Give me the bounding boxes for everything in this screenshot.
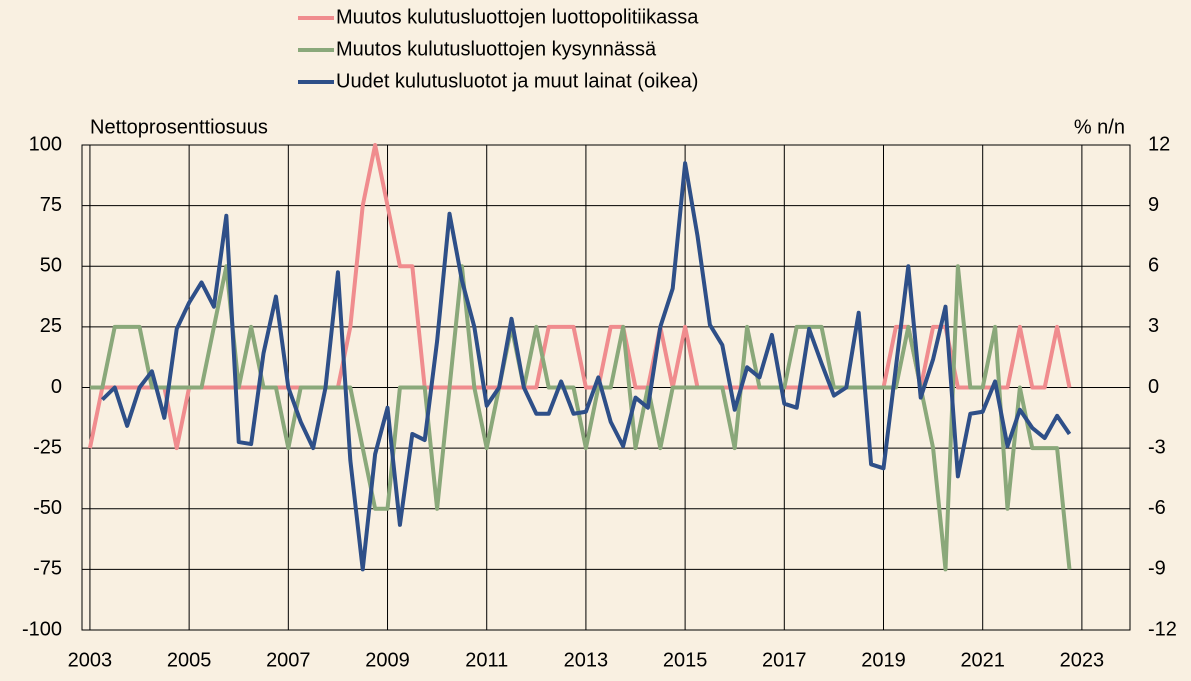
y2-tick-label: 9 [1148,194,1159,216]
y-tick-label: -100 [22,618,62,640]
y-tick-label: 50 [40,255,62,277]
y2-tick-label: -6 [1148,497,1166,519]
y-tick-label: 25 [40,315,62,337]
y-axis-title: Nettoprosenttiosuus [90,116,268,138]
y2-tick-label: -12 [1148,618,1177,640]
series-line [87,143,1072,451]
x-tick-label: 2007 [266,649,311,671]
x-tick-label: 2003 [68,649,113,671]
x-tick-label: 2005 [167,649,212,671]
y2-tick-label: 0 [1148,376,1159,398]
y2-tick-label: -3 [1148,436,1166,458]
y-tick-label: 100 [29,133,62,155]
x-tick-label: 2013 [564,649,609,671]
x-tick-label: 2021 [960,649,1005,671]
y2-tick-label: -9 [1148,558,1166,580]
x-tick-label: 2019 [861,649,906,671]
y-tick-label: -25 [33,436,62,458]
legend-label: Muutos kulutusluottojen kysynnässä [336,38,657,60]
y-tick-label: -50 [33,497,62,519]
y2-tick-label: 3 [1148,315,1159,337]
y-tick-label: 75 [40,194,62,216]
y2-tick-label: 12 [1148,133,1170,155]
x-tick-label: 2009 [365,649,410,671]
x-tick-label: 2023 [1060,649,1105,671]
y2-axis-title: % n/n [1074,116,1125,138]
x-tick-label: 2011 [465,649,508,671]
x-tick-label: 2017 [762,649,807,671]
legend-label: Muutos kulutusluottojen luottopolitiikas… [336,6,699,28]
x-tick-label: 2015 [663,649,708,671]
y-tick-label: 0 [51,376,62,398]
y2-tick-label: 6 [1148,255,1159,277]
series-line [100,161,1072,572]
legend-label: Uudet kulutusluotot ja muut lainat (oike… [336,70,698,92]
series-line [89,264,1072,572]
y-tick-label: -75 [33,558,62,580]
